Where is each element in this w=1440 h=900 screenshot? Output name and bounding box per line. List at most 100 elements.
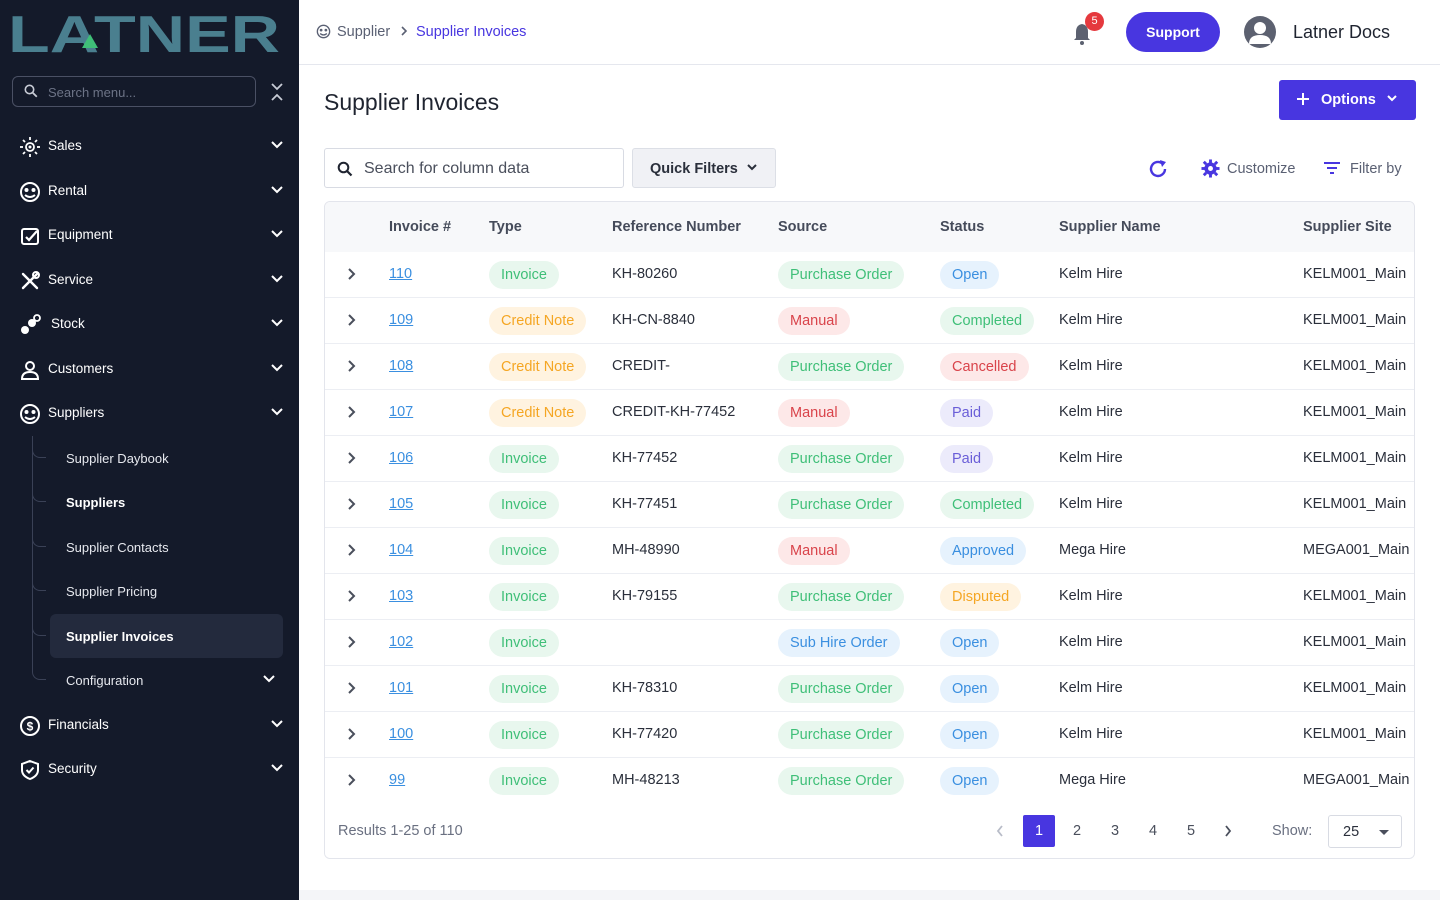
sidebar-sub-supplier-daybook[interactable]: Supplier Daybook <box>32 436 283 480</box>
source-badge: Purchase Order <box>778 353 905 381</box>
expand-row-icon[interactable] <box>345 588 359 604</box>
sidebar-item-label: Financials <box>48 717 109 732</box>
refresh-icon[interactable] <box>1147 158 1169 180</box>
collapse-icon[interactable] <box>268 81 286 103</box>
invoice-link[interactable]: 107 <box>389 404 414 420</box>
invoices-table: Invoice # Type Reference Number Source S… <box>324 201 1415 859</box>
chevron-down-icon <box>271 141 283 149</box>
column-search-input[interactable] <box>364 159 614 179</box>
reference-number: KH-77420 <box>612 726 678 742</box>
table-row[interactable]: 104 Invoice MH-48990 Manual Approved Mega Hir… <box>325 528 1414 574</box>
expand-row-icon[interactable] <box>345 450 359 466</box>
chevron-right-icon[interactable] <box>1223 824 1233 838</box>
invoice-link[interactable]: 109 <box>389 312 414 328</box>
avatar[interactable] <box>1244 16 1276 48</box>
expand-row-icon[interactable] <box>345 496 359 512</box>
chevron-left-icon[interactable] <box>995 824 1005 838</box>
expand-row-icon[interactable] <box>345 542 359 558</box>
tree-elbow <box>32 614 46 636</box>
table-row[interactable]: 108 Credit Note CREDIT- Purchase Order Cance… <box>325 344 1414 390</box>
invoice-link[interactable]: 103 <box>389 588 414 604</box>
column-header[interactable]: Supplier Name <box>1059 219 1161 235</box>
column-header[interactable]: Source <box>778 219 828 235</box>
expand-row-icon[interactable] <box>345 634 359 650</box>
breadcrumb-supplier[interactable]: Supplier <box>337 24 391 40</box>
invoice-link[interactable]: 104 <box>389 542 414 558</box>
sidebar-item-customers[interactable]: Customers <box>0 351 299 387</box>
chevron-down-icon <box>271 186 283 194</box>
table-row[interactable]: 106 Invoice KH-77452 Purchase Order Paid Kelm… <box>325 436 1414 482</box>
table-row[interactable]: 102 Invoice Sub Hire Order Open Kelm Hire KEL… <box>325 620 1414 666</box>
table-row[interactable]: 100 Invoice KH-77420 Purchase Order Open Kelm… <box>325 712 1414 758</box>
table-row[interactable]: 101 Invoice KH-78310 Purchase Order Open Kelm… <box>325 666 1414 712</box>
sidebar-item-equipment[interactable]: Equipment <box>0 217 299 253</box>
invoice-link[interactable]: 100 <box>389 726 414 742</box>
sidebar-item-financials[interactable]: $ Financials <box>0 707 299 743</box>
invoice-link[interactable]: 102 <box>389 634 414 650</box>
column-header[interactable]: Invoice # <box>389 219 452 235</box>
column-header[interactable]: Type <box>489 219 522 235</box>
bell-icon[interactable] <box>1070 22 1094 46</box>
invoice-link[interactable]: 106 <box>389 450 414 466</box>
sidebar-item-sales[interactable]: Sales <box>0 128 299 164</box>
search-menu-box[interactable] <box>12 76 256 107</box>
page-button[interactable]: 4 <box>1148 823 1158 839</box>
quick-filters-button[interactable]: Quick Filters <box>632 148 776 188</box>
column-header[interactable]: Status <box>940 219 985 235</box>
logo-text: LATNER <box>10 10 280 54</box>
sidebar-sub-configuration[interactable]: Configuration <box>32 658 283 702</box>
invoice-link[interactable]: 110 <box>389 266 413 282</box>
expand-row-icon[interactable] <box>345 312 359 328</box>
sidebar-item-service[interactable]: Service <box>0 262 299 298</box>
table-row[interactable]: 105 Invoice KH-77451 Purchase Order Complete… <box>325 482 1414 528</box>
sidebar-sub-supplier-contacts[interactable]: Supplier Contacts <box>32 525 283 569</box>
invoice-link[interactable]: 105 <box>389 496 414 512</box>
reference-number: KH-78310 <box>612 680 678 696</box>
expand-row-icon[interactable] <box>345 404 359 420</box>
sidebar-item-security[interactable]: Security <box>0 751 299 787</box>
chevron-down-icon <box>271 408 283 416</box>
page-button[interactable]: 2 <box>1072 823 1082 839</box>
table-row[interactable]: 110 Invoice KH-80260 Purchase Order Open Kelm… <box>325 252 1414 298</box>
invoice-link[interactable]: 101 <box>389 680 414 696</box>
table-row[interactable]: 99 Invoice MH-48213 Purchase Order Open Mega … <box>325 758 1414 804</box>
expand-row-icon[interactable] <box>345 358 359 374</box>
table-row[interactable]: 109 Credit Note KH-CN-8840 Manual Completed K… <box>325 298 1414 344</box>
customize-label: Customize <box>1227 161 1296 177</box>
service-icon <box>21 271 40 290</box>
type-badge: Invoice <box>489 767 559 795</box>
sidebar-item-label: Rental <box>48 183 88 198</box>
status-badge: Open <box>940 629 1000 657</box>
expand-row-icon[interactable] <box>345 772 359 788</box>
user-name[interactable]: Latner Docs <box>1293 22 1391 42</box>
invoice-link[interactable]: 99 <box>389 772 406 788</box>
latner-logo[interactable]: LATNER <box>10 10 280 54</box>
sidebar-item-rental[interactable]: Rental <box>0 173 299 209</box>
supplier-name: Kelm Hire <box>1059 450 1123 466</box>
page-button[interactable]: 5 <box>1186 823 1196 839</box>
supplier-name: Kelm Hire <box>1059 496 1123 512</box>
sidebar-sub-label: Supplier Pricing <box>66 584 158 599</box>
page-size-select[interactable]: 25 <box>1328 815 1402 848</box>
sidebar-item-stock[interactable]: Stock <box>0 306 299 342</box>
expand-row-icon[interactable] <box>345 266 359 282</box>
sidebar-sub-suppliers[interactable]: Suppliers <box>32 480 283 524</box>
column-header[interactable]: Supplier Site <box>1303 219 1392 235</box>
expand-row-icon[interactable] <box>345 680 359 696</box>
page-button[interactable]: 1 <box>1023 815 1055 847</box>
page-button[interactable]: 3 <box>1110 823 1120 839</box>
options-button[interactable]: Options <box>1279 80 1416 120</box>
sidebar-sub-supplier-pricing[interactable]: Supplier Pricing <box>32 569 283 613</box>
expand-row-icon[interactable] <box>345 726 359 742</box>
invoice-link[interactable]: 108 <box>389 358 414 374</box>
table-row[interactable]: 103 Invoice KH-79155 Purchase Order Disputed… <box>325 574 1414 620</box>
support-button[interactable]: Support <box>1126 12 1220 52</box>
sidebar-sub-supplier-invoices[interactable]: Supplier Invoices <box>32 614 283 658</box>
column-search-box[interactable] <box>324 148 624 188</box>
breadcrumb-current[interactable]: Supplier Invoices <box>416 24 527 40</box>
search-menu-input[interactable] <box>48 83 248 101</box>
column-header[interactable]: Reference Number <box>612 219 741 235</box>
table-row[interactable]: 107 Credit Note CREDIT-KH-77452 Manual Paid K… <box>325 390 1414 436</box>
reference-number: CREDIT-KH-77452 <box>612 404 736 420</box>
sidebar-item-suppliers[interactable]: Suppliers <box>0 395 299 431</box>
